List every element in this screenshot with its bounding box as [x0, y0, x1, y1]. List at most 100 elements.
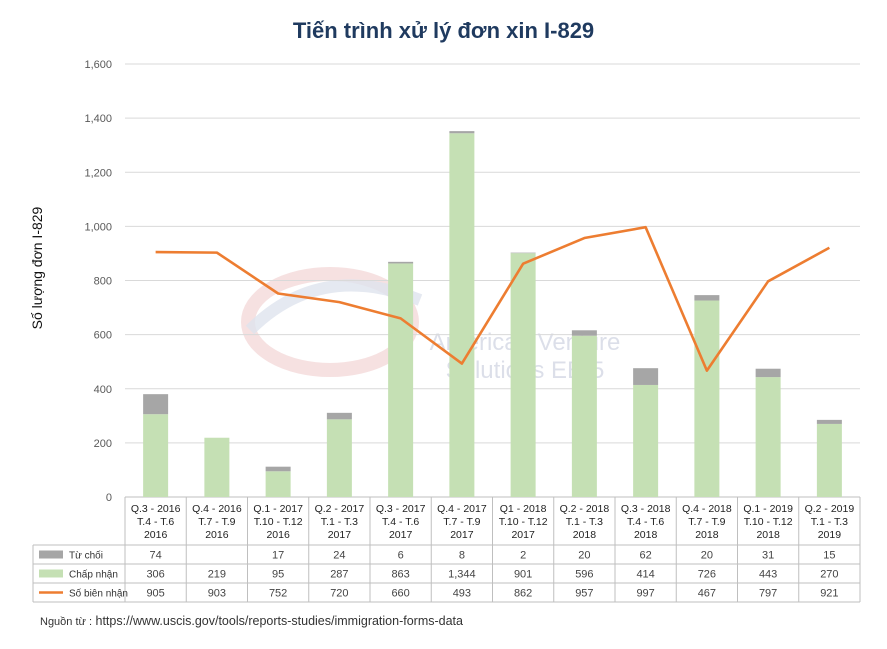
bar-accepted [633, 384, 659, 497]
y-tick-label: 1,000 [84, 221, 112, 233]
x-tick-label: T.10 - T.12 [499, 516, 548, 528]
data-label: 720 [330, 588, 348, 600]
y-tick-label: 600 [94, 330, 112, 342]
gridlines [125, 63, 860, 498]
x-tick-label: Q.3 - 2017 [376, 503, 426, 515]
x-tick-label: 2019 [818, 529, 842, 541]
x-tick-label: T.1 - T.3 [811, 516, 848, 528]
data-label: 24 [333, 550, 345, 562]
x-tick-label: Q.3 - 2018 [621, 503, 671, 515]
data-label: 95 [272, 569, 284, 581]
data-label: 901 [514, 569, 532, 581]
x-tick-label: 2016 [205, 529, 229, 541]
x-tick-label: 2018 [573, 529, 597, 541]
watermark-logo: American VentureSolutions EB-5 [241, 267, 620, 384]
x-tick-label: 2017 [328, 529, 352, 541]
bar-accepted [388, 263, 414, 497]
y-tick-label: 0 [106, 492, 112, 504]
x-tick-label: Q.2 - 2017 [315, 503, 365, 515]
line-receipts [155, 225, 830, 372]
x-tick-label: 2018 [634, 529, 658, 541]
data-label: 997 [636, 588, 654, 600]
bar-rejected [571, 330, 597, 336]
x-tick-label: Q.1 - 2017 [253, 503, 303, 515]
y-tick-label: 200 [94, 438, 112, 450]
y-tick-label: 1,600 [84, 59, 112, 71]
data-label: 1,344 [448, 569, 476, 581]
data-label: 306 [146, 569, 164, 581]
x-tick-label: T.1 - T.3 [566, 516, 603, 528]
data-label: 660 [391, 588, 409, 600]
data-label: 270 [820, 569, 838, 581]
data-label: 414 [636, 569, 654, 581]
y-tick-label: 1,400 [84, 113, 112, 125]
data-label: 863 [391, 569, 409, 581]
data-label: 797 [759, 588, 777, 600]
bar-rejected [326, 412, 352, 420]
bar-accepted [326, 419, 352, 497]
bar-rejected [449, 131, 475, 134]
bar-rejected [633, 368, 659, 385]
x-tick-label: 2016 [144, 529, 168, 541]
bar-rejected [694, 295, 720, 301]
data-label: 903 [208, 588, 226, 600]
x-tick-label: T.7 - T.9 [198, 516, 235, 528]
x-tick-label: Q.2 - 2018 [560, 503, 610, 515]
data-label: 752 [269, 588, 287, 600]
source-note: Nguồn từ : https://www.uscis.gov/tools/r… [40, 614, 463, 628]
x-tick-label: T.10 - T.12 [744, 516, 793, 528]
data-label: 31 [762, 550, 774, 562]
bar-accepted [143, 414, 169, 497]
data-label: 15 [823, 550, 835, 562]
bar-rejected [265, 466, 291, 472]
line-series [155, 225, 830, 372]
chart-title: Tiến trình xử lý đơn xin I-829 [292, 18, 595, 43]
legend-entry: Chấp nhận [69, 569, 118, 581]
data-label: 957 [575, 588, 593, 600]
bar-rejected [510, 252, 536, 254]
x-tick-label: 2017 [511, 529, 535, 541]
bar-rejected [816, 419, 842, 424]
legend-key-swatch [39, 569, 63, 578]
y-axis-ticks: 0 200 400 600 800 1,000 1,200 1,400 1,600 [84, 59, 112, 504]
x-tick-label: 2017 [389, 529, 413, 541]
x-tick-label: T.4 - T.6 [627, 516, 664, 528]
x-tick-label: Q.3 - 2016 [131, 503, 181, 515]
data-label: 905 [146, 588, 164, 600]
x-tick-label: Q1 - 2018 [500, 503, 547, 515]
x-tick-label: T.4 - T.6 [137, 516, 174, 528]
data-label: 443 [759, 569, 777, 581]
data-label: 596 [575, 569, 593, 581]
data-label: 20 [578, 550, 590, 562]
x-tick-label: 2016 [266, 529, 290, 541]
bar-rejected [388, 261, 414, 264]
bar-rejected [755, 368, 781, 378]
source-url: https://www.uscis.gov/tools/reports-stud… [95, 614, 464, 628]
legend-entry: Từ chối [69, 550, 103, 562]
data-label: 219 [208, 569, 226, 581]
bar-accepted [816, 423, 842, 497]
x-tick-label: T.7 - T.9 [688, 516, 725, 528]
x-tick-label: 2017 [450, 529, 474, 541]
y-tick-label: 400 [94, 384, 112, 396]
y-tick-label: 800 [94, 276, 112, 288]
x-tick-label: T.4 - T.6 [382, 516, 419, 528]
data-label: 467 [698, 588, 716, 600]
y-axis-label: Số lượng đơn I-829 [29, 206, 45, 329]
x-tick-label: Q.4 - 2016 [192, 503, 242, 515]
data-label: 493 [453, 588, 471, 600]
data-label: 726 [698, 569, 716, 581]
data-label: 6 [398, 550, 404, 562]
bar-accepted [265, 471, 291, 497]
data-label: 921 [820, 588, 838, 600]
data-label: 62 [640, 550, 652, 562]
bar-accepted [449, 133, 475, 497]
x-tick-label: T.7 - T.9 [443, 516, 480, 528]
data-label: 20 [701, 550, 713, 562]
data-label: 287 [330, 569, 348, 581]
x-tick-label: Q.4 - 2018 [682, 503, 732, 515]
x-tick-label: T.1 - T.3 [321, 516, 358, 528]
bar-accepted [755, 377, 781, 497]
legend-key-swatch [39, 550, 63, 559]
